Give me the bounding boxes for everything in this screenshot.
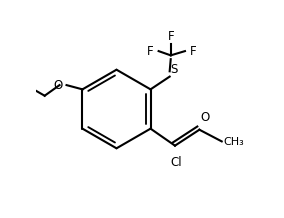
Text: S: S	[171, 63, 178, 76]
Text: Cl: Cl	[170, 156, 182, 169]
Text: O: O	[54, 79, 63, 92]
Text: CH₃: CH₃	[224, 138, 244, 147]
Text: O: O	[200, 111, 209, 124]
Text: F: F	[167, 30, 174, 43]
Text: F: F	[190, 45, 197, 58]
Text: F: F	[147, 45, 154, 58]
